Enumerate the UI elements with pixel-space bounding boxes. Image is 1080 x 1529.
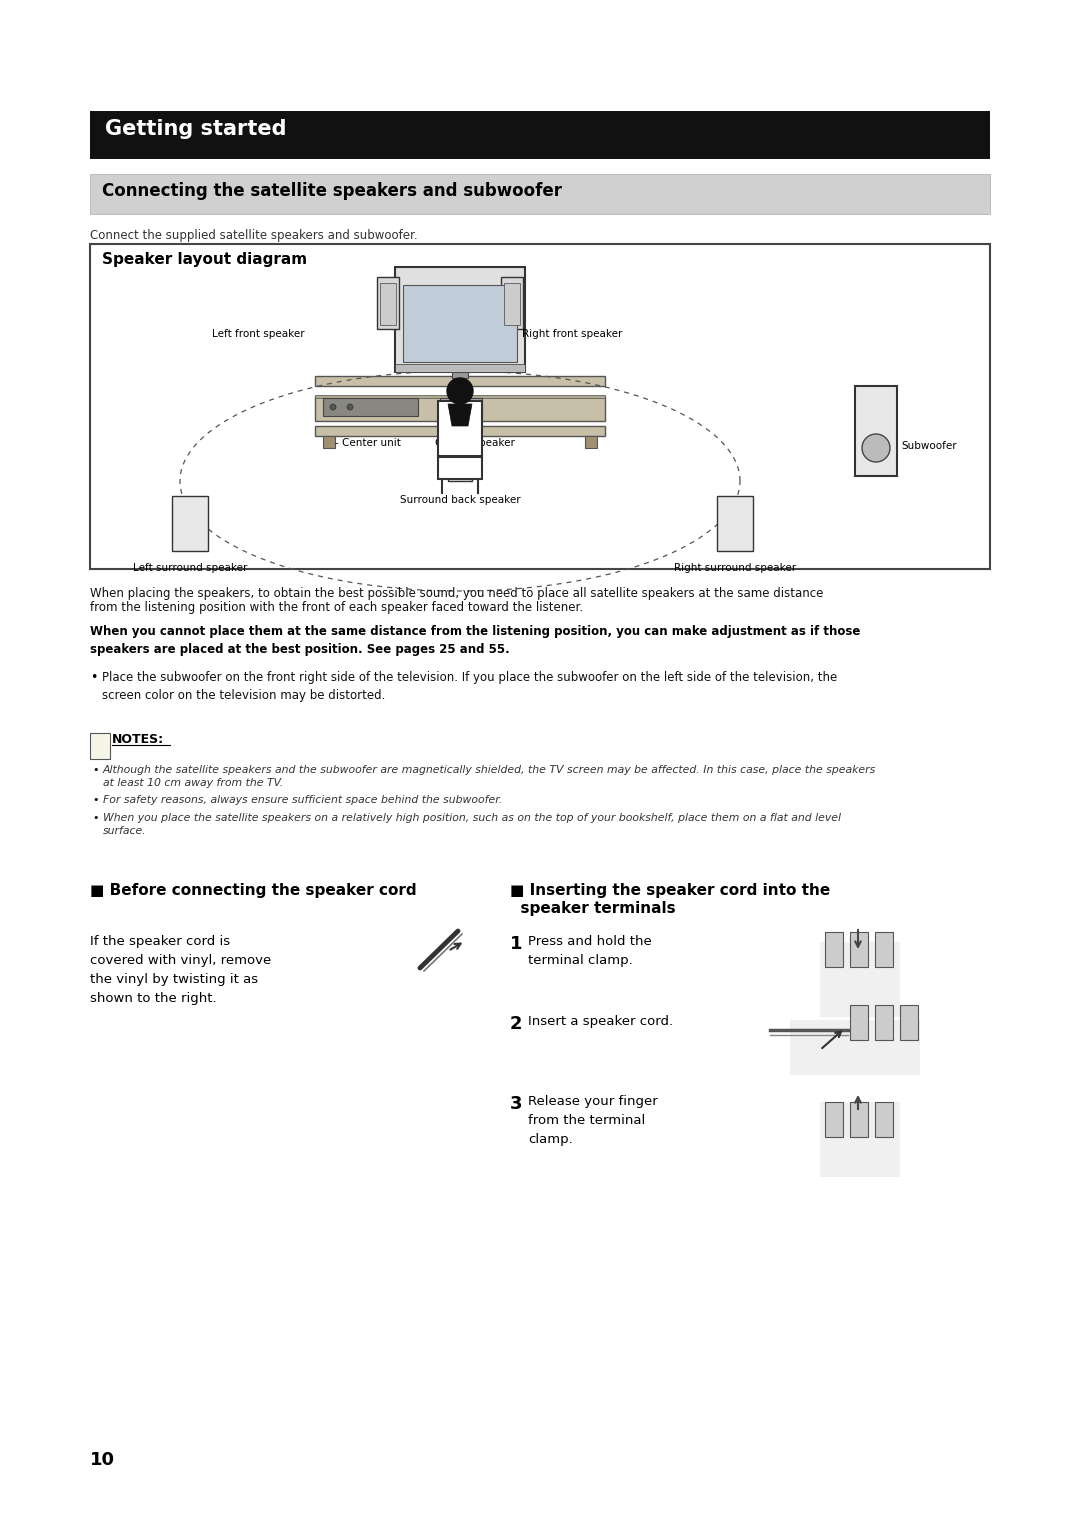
Text: speaker terminals: speaker terminals [510,901,676,916]
Bar [900,1005,918,1040]
Bar [850,1102,868,1138]
Text: ■ Inserting the speaker cord into the: ■ Inserting the speaker cord into the [510,884,831,898]
Text: Connecting the satellite speakers and subwoofer: Connecting the satellite speakers and su… [102,182,562,200]
Text: from the listening position with the front of each speaker faced toward the list: from the listening position with the fro… [90,601,583,615]
Text: Right surround speaker: Right surround speaker [674,563,796,573]
Bar [90,245,990,569]
Bar [501,277,523,329]
Text: Connect the supplied satellite speakers and subwoofer.: Connect the supplied satellite speakers … [90,229,418,242]
Text: •: • [92,764,98,775]
Bar [323,436,335,448]
Bar [825,933,843,966]
Text: NOTES:: NOTES: [112,732,164,746]
Bar [820,942,900,1017]
Text: Press and hold the
terminal clamp.: Press and hold the terminal clamp. [528,936,651,966]
Bar [850,933,868,966]
Circle shape [347,404,353,410]
Bar [90,174,990,214]
Bar [875,933,893,966]
Bar [315,376,605,385]
Text: Place the subwoofer on the front right side of the television. If you place the : Place the subwoofer on the front right s… [102,671,837,702]
Text: 2: 2 [510,1015,523,1034]
Text: Getting started: Getting started [105,119,286,139]
Bar [825,1102,843,1138]
Text: Left surround speaker: Left surround speaker [133,563,247,573]
Circle shape [862,434,890,462]
Bar [377,277,399,329]
Text: Although the satellite speakers and the subwoofer are magnetically shielded, the: Although the satellite speakers and the … [103,764,876,789]
Bar [440,398,482,416]
Bar [395,364,525,372]
Bar [395,268,525,372]
Text: When you place the satellite speakers on a relatively high position, such as on : When you place the satellite speakers on… [103,813,841,836]
Bar [717,495,753,550]
Text: 3: 3 [510,1095,523,1113]
Text: •: • [92,795,98,804]
Text: Subwoofer: Subwoofer [901,440,957,451]
Bar [504,283,519,326]
Bar [438,457,482,479]
Bar [315,394,605,398]
Polygon shape [448,404,472,427]
Text: ■ Before connecting the speaker cord: ■ Before connecting the speaker cord [90,884,417,898]
Bar [90,112,990,159]
Text: Insert a speaker cord.: Insert a speaker cord. [528,1015,673,1027]
Text: When placing the speakers, to obtain the best possible sound, you need to place : When placing the speakers, to obtain the… [90,587,823,599]
Text: Left front speaker: Left front speaker [213,329,305,339]
Bar [380,283,396,326]
Bar [820,1102,900,1177]
Bar [323,398,418,416]
Bar [855,385,897,476]
Text: If the speaker cord is
covered with vinyl, remove
the vinyl by twisting it as
sh: If the speaker cord is covered with viny… [90,936,271,1005]
Text: •: • [90,671,97,683]
Bar [850,1005,868,1040]
Text: Release your finger
from the terminal
clamp.: Release your finger from the terminal cl… [528,1095,658,1147]
Bar [315,396,605,420]
Circle shape [447,378,473,404]
Circle shape [330,404,336,410]
Bar [172,495,208,550]
Bar [448,446,472,482]
Text: 1: 1 [510,936,523,953]
Text: - Center unit: - Center unit [335,437,401,448]
Bar [403,284,517,362]
Bar [315,427,605,436]
Text: For safety reasons, always ensure sufficient space behind the subwoofer.: For safety reasons, always ensure suffic… [103,795,502,804]
Text: Surround back speaker: Surround back speaker [400,495,521,505]
Bar [438,401,482,456]
Text: When you cannot place them at the same distance from the listening position, you: When you cannot place them at the same d… [90,625,861,656]
Bar [875,1102,893,1138]
Text: Right front speaker: Right front speaker [522,329,622,339]
Text: 10: 10 [90,1451,114,1469]
Text: Speaker layout diagram: Speaker layout diagram [102,252,307,268]
Bar [789,1020,920,1075]
Bar [585,436,597,448]
Text: •: • [92,813,98,823]
Bar [453,372,468,378]
Text: Center speaker: Center speaker [435,437,515,448]
Bar [875,1005,893,1040]
Bar [90,732,110,758]
